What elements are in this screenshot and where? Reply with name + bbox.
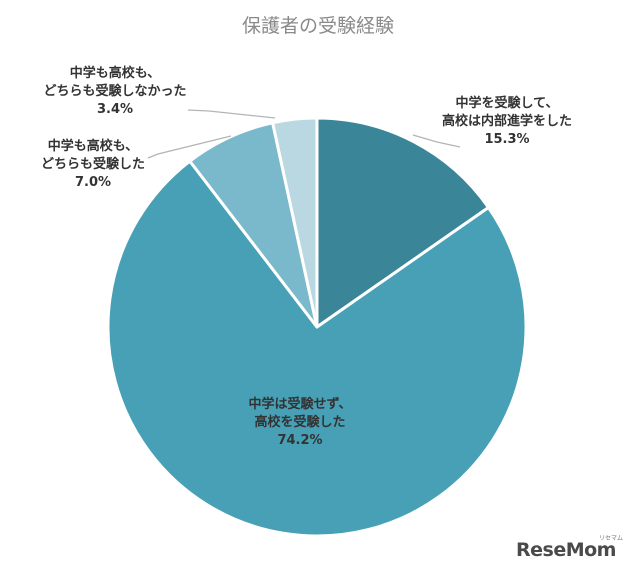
slice-label-line: 中学は受験せず、 <box>248 396 351 412</box>
slice-label-line: 中学も高校も、 <box>48 138 139 154</box>
slice-value-both-exams: 7.0% <box>75 175 111 190</box>
pie-slice-high-school-only <box>106 159 528 538</box>
pie-slices <box>106 116 528 538</box>
slice-label-line: 高校は内部進学をした <box>442 113 572 129</box>
leader-line-both-exams <box>147 135 232 159</box>
leader-lines <box>147 109 461 159</box>
slice-label-line: 高校を受験した <box>254 414 345 430</box>
slice-label-both-exams: 中学も高校も、どちらも受験した 7.0% <box>41 138 145 190</box>
slice-label-line: どちらも受験しなかった <box>43 83 186 99</box>
slice-label-line: 中学を受験して、 <box>456 95 559 111</box>
slice-label-line: 中学も高校も、 <box>70 65 161 81</box>
pie-slice-inner-progression <box>315 116 490 329</box>
slice-label-no-exams: 中学も高校も、どちらも受験しなかった 3.4% <box>43 65 186 117</box>
chart-title: 保護者の受験経験 <box>242 15 394 37</box>
slice-label-inner-progression: 中学を受験して、高校は内部進学をした 15.3% <box>442 95 572 147</box>
slice-value-high-school-only: 74.2% <box>277 433 322 448</box>
resemom-logo-sub: リセマム <box>599 535 624 542</box>
slice-value-no-exams: 3.4% <box>97 102 133 117</box>
pie-slice-no-exams <box>271 116 319 329</box>
leader-line-inner-progression <box>412 134 461 148</box>
slice-labels: 中学を受験して、高校は内部進学をした 15.3% 中学は受験せず、高校を受験した 74… <box>41 65 572 448</box>
slice-label-high-school-only: 中学は受験せず、高校を受験した 74.2% <box>248 396 351 448</box>
leader-line-no-exams <box>187 109 276 119</box>
slice-value-inner-progression: 15.3% <box>484 132 529 147</box>
resemom-logo: ReseMom <box>516 539 616 561</box>
slice-label-line: どちらも受験した <box>41 156 145 172</box>
